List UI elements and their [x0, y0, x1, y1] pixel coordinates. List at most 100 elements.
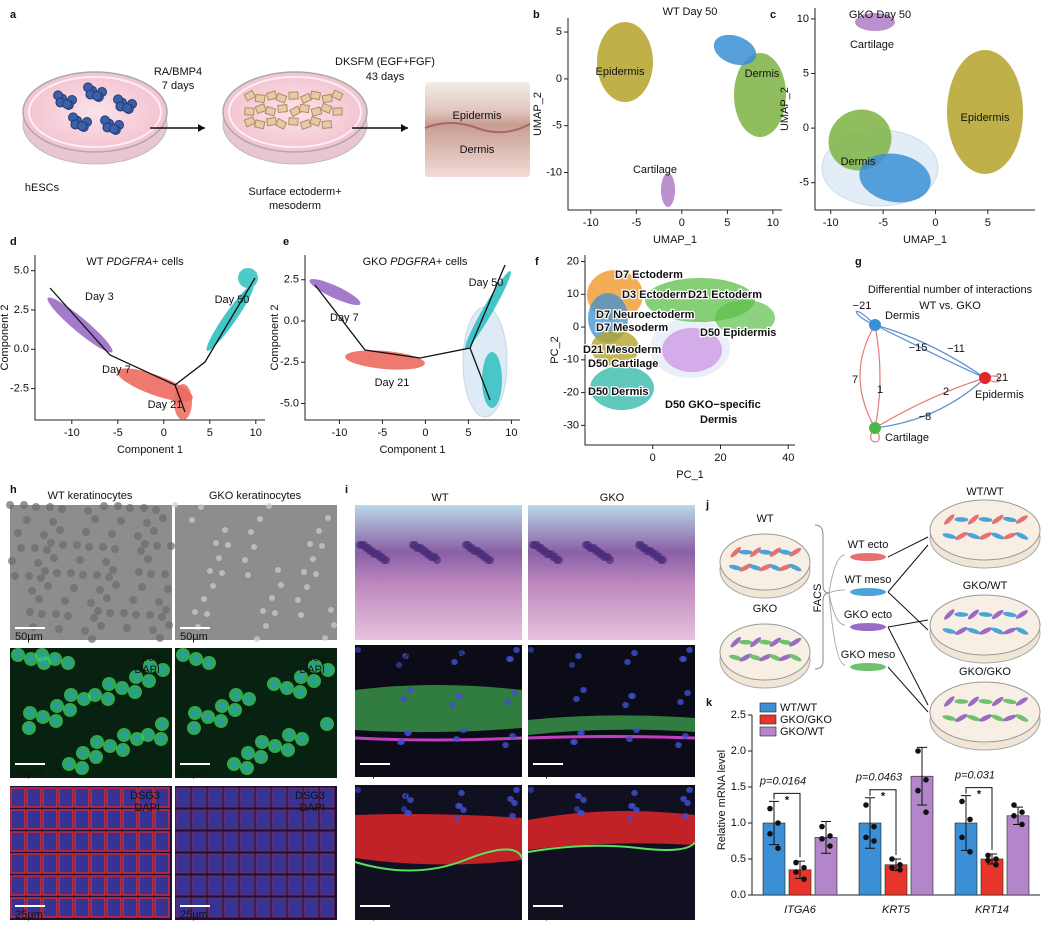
cell [205, 659, 213, 667]
cell [90, 809, 106, 830]
replicate-point [985, 852, 991, 859]
y-tick-label: 0.5 [731, 853, 746, 865]
cell [106, 897, 122, 918]
cell [82, 528, 90, 536]
replicate-point [871, 838, 877, 844]
panel-letter: d [10, 236, 17, 248]
cell [528, 647, 534, 653]
cell [255, 809, 271, 830]
cell [175, 875, 191, 896]
cell [243, 115, 256, 128]
cell [40, 531, 48, 539]
cell [460, 727, 466, 733]
replicate-point [915, 748, 921, 754]
cell [175, 853, 191, 874]
x-tick-label: 40 [782, 452, 794, 464]
cell [112, 581, 120, 589]
cell [97, 622, 105, 630]
cell [35, 595, 43, 603]
cell [244, 749, 252, 757]
bracket-branch [828, 554, 846, 594]
y-tick-label: -10 [563, 354, 579, 366]
cell [189, 517, 195, 523]
dish [719, 533, 811, 591]
cell [191, 831, 207, 852]
cell [778, 654, 792, 661]
cell [31, 544, 39, 552]
panel-letter: h [10, 484, 17, 496]
axis-line [34, 255, 265, 421]
label: 7 days [162, 80, 195, 92]
cell [265, 116, 278, 127]
cell [172, 502, 178, 508]
cell [759, 653, 772, 662]
x-tick-label: KRT5 [882, 904, 911, 916]
cell [991, 714, 1005, 722]
cell [175, 809, 191, 830]
cell [58, 897, 74, 918]
cell [528, 787, 534, 793]
cell [255, 875, 271, 896]
cell [90, 787, 106, 808]
cell [400, 696, 406, 702]
label: WT vs. GKO [919, 300, 981, 312]
y-tick-label: 1.5 [731, 781, 746, 793]
cell [738, 639, 753, 645]
cell [319, 543, 325, 549]
cell [93, 738, 101, 746]
cell [91, 691, 99, 699]
cell [192, 609, 198, 615]
cell [231, 706, 239, 714]
replicate-point [959, 834, 965, 841]
error-bar [821, 821, 831, 854]
cell [287, 787, 303, 808]
replicate-point [1019, 821, 1025, 828]
cell [728, 654, 743, 661]
cell [768, 654, 782, 661]
cell [93, 571, 101, 579]
panel-title: GKO PDGFRA+ cells [363, 256, 468, 268]
cell [686, 647, 692, 653]
dish [719, 623, 811, 681]
cell [108, 530, 116, 538]
x-tick-label: -5 [113, 427, 123, 439]
cell [257, 516, 263, 522]
cell-cluster [345, 350, 425, 370]
cell [748, 564, 763, 571]
label: 50µm [180, 631, 208, 643]
cell [58, 787, 74, 808]
group-label: D3 Ectoderm [622, 289, 690, 301]
cell [310, 106, 323, 117]
trajectory [469, 347, 491, 401]
cell [513, 787, 519, 793]
cell [319, 831, 335, 852]
cell [1002, 516, 1017, 523]
legend-label: WT/WT [780, 702, 818, 714]
cell [331, 622, 337, 628]
stain-band [354, 736, 523, 742]
bracket-branch [828, 589, 846, 594]
label: hESCs [25, 182, 60, 194]
column-header: WT [431, 492, 448, 504]
label: DAPI [134, 664, 160, 676]
cell [789, 547, 802, 557]
label: DAPI [134, 802, 160, 814]
cell [684, 690, 690, 696]
cell [76, 120, 87, 131]
label: WT meso [845, 574, 892, 586]
cell [26, 787, 42, 808]
cell [396, 662, 402, 668]
cell [239, 787, 255, 808]
cell [84, 507, 92, 515]
cell [255, 831, 271, 852]
stain-band [528, 811, 695, 850]
replicate-point [985, 857, 991, 864]
cell [135, 568, 143, 576]
p-value: p=0.031 [954, 770, 995, 782]
cell [105, 680, 113, 688]
cell [506, 656, 512, 662]
cell [8, 557, 16, 565]
cell [239, 853, 255, 874]
cell-cluster [828, 109, 892, 171]
cell [223, 809, 239, 830]
